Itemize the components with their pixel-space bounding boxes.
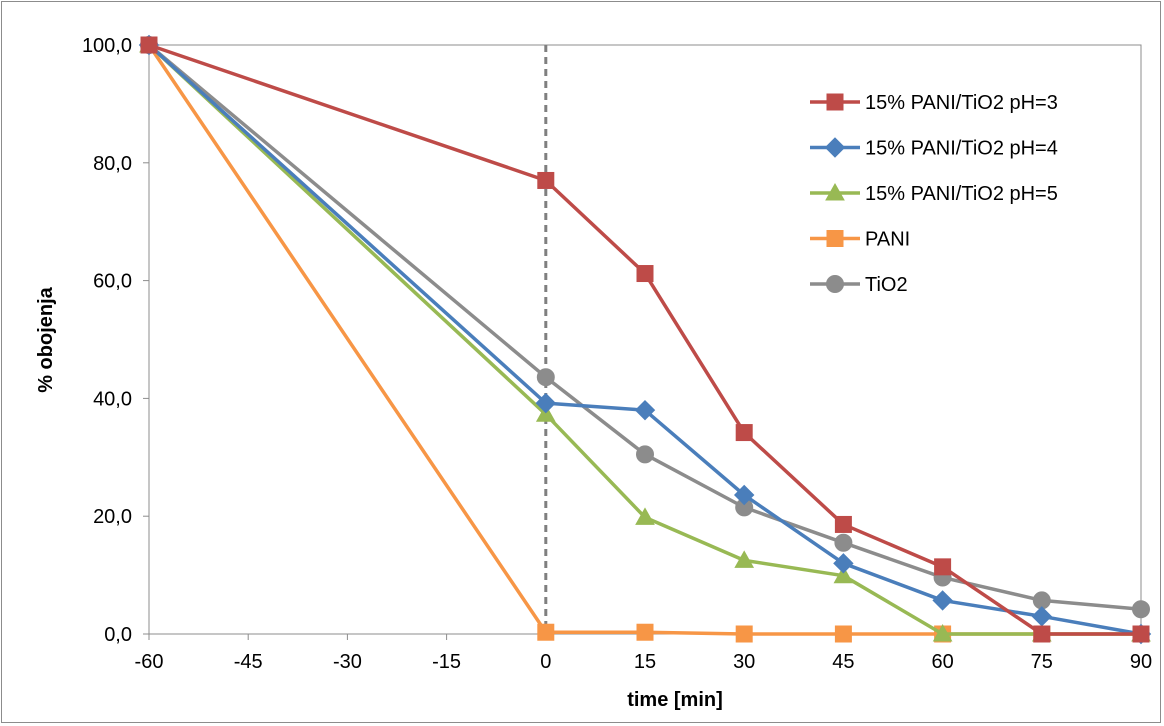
data-point [634,399,656,421]
data-point [537,623,555,641]
legend: 15% PANI/TiO2 pH=3 15% PANI/TiO2 pH=4 15% … [810,92,1058,296]
data-point [1132,625,1150,643]
legend-label: TiO2 [865,274,908,296]
data-point [735,424,753,442]
y-tick-label: 20,0 [93,506,132,528]
data-point [834,533,853,552]
legend-item-pani: PANI [810,229,910,251]
legend-label: 15% PANI/TiO2 pH=4 [865,138,1058,160]
x-tick-label: 75 [1031,651,1053,673]
legend-swatch-marker [826,230,844,247]
legend-swatch-marker [825,182,845,201]
data-point [734,550,755,568]
series-group [138,34,1152,645]
data-point [635,507,655,525]
data-point [932,623,953,642]
x-tick-label: -30 [333,651,362,673]
data-point [834,625,852,643]
plot-area [148,44,1142,635]
data-point [536,368,555,387]
x-tick-label: 15 [634,651,656,673]
data-point [733,484,755,506]
x-tick-label: 30 [733,651,755,673]
data-point [735,625,753,643]
legend-item-tio2: TiO2 [810,274,908,296]
data-point [1031,606,1053,627]
series-15-pani-tio2-ph-4 [138,34,1152,645]
series-15-pani-tio2-ph-5 [139,34,1151,642]
y-tick-label: 40,0 [93,388,132,410]
series-line [148,43,1141,636]
data-point [636,623,654,641]
x-tick-label: 60 [931,651,953,673]
y-tick-label: 80,0 [93,153,132,175]
series-line [147,44,1141,636]
data-point [636,265,654,283]
data-point [535,392,557,414]
legend-item-15-pani-tio2-ph-5: 15% PANI/TiO2 pH=5 [810,182,1058,205]
series-line [147,43,1142,612]
data-point [140,36,158,54]
y-axis-ticks: 0,0 20,0 40,0 60,0 80,0 100,0 [82,35,149,646]
data-point [537,171,555,189]
data-point [833,553,854,574]
legend-swatch-marker [826,275,844,293]
legend-label: 15% PANI/TiO2 pH=5 [865,183,1058,205]
x-tick-label: 90 [1130,651,1152,673]
legend-swatch-marker [826,93,844,111]
x-tick-label: 0 [540,651,551,673]
y-tick-label: 0,0 [104,624,132,646]
y-axis-title: % obojenja [35,286,57,392]
y-tick-label: 60,0 [93,271,132,293]
data-point [1033,625,1051,643]
series-tio2 [140,36,1150,619]
x-tick-label: -45 [234,651,263,673]
data-point [934,558,952,576]
x-tick-label: 45 [832,651,854,673]
legend-label: PANI [865,229,910,251]
series-15-pani-tio2-ph-3 [140,36,1150,643]
series-line [147,43,1142,636]
legend-item-15-pani-tio2-ph-3: 15% PANI/TiO2 pH=3 [810,92,1058,114]
data-point [636,445,654,464]
legend-swatch-marker [824,137,846,158]
y-tick-label: 100,0 [82,35,132,57]
series-line [147,43,1141,636]
legend-label: 15% PANI/TiO2 pH=3 [865,92,1058,114]
data-point [833,565,854,584]
data-point [834,515,852,533]
data-point [932,590,953,611]
x-axis-title: time [min] [627,689,723,711]
data-point [1132,600,1150,619]
x-tick-label: -60 [135,651,164,673]
legend-item-15-pani-tio2-ph-4: 15% PANI/TiO2 pH=4 [810,137,1058,160]
series-pani [140,36,1150,643]
x-tick-label: -15 [432,651,461,673]
